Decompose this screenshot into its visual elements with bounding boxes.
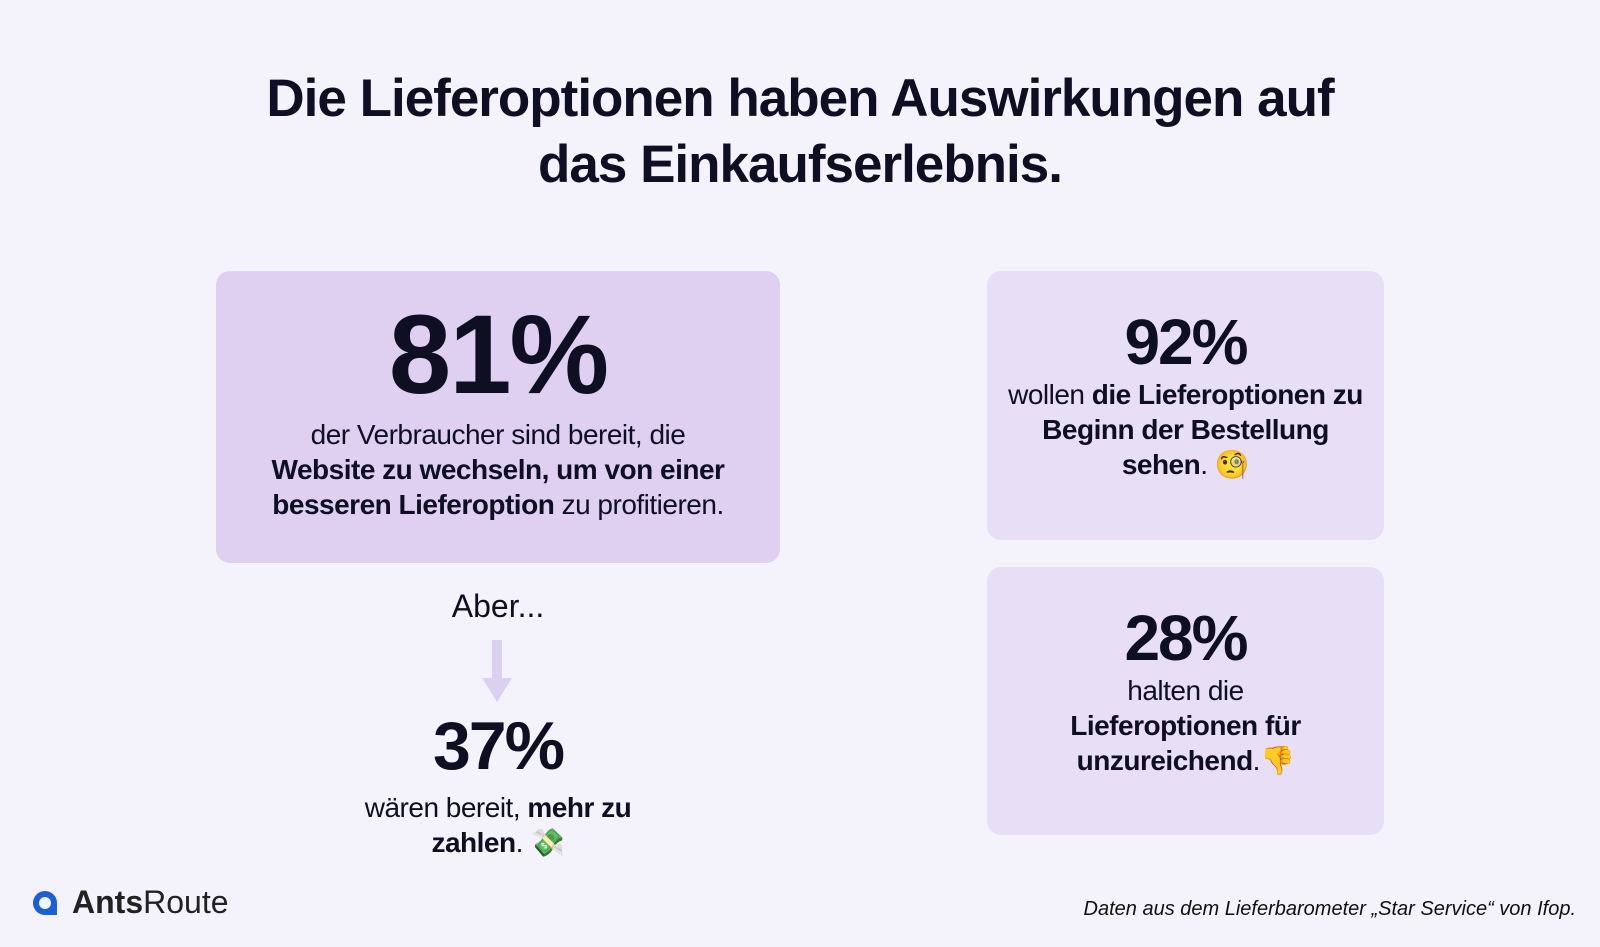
stat-value: 92% [1124,306,1248,378]
stat-value: 28% [1124,602,1248,674]
money-wings-icon: 💸 [530,827,565,858]
stat-description: halten die Lieferoptionen für unzureiche… [1070,675,1301,776]
stat-value: 81% [388,292,609,417]
source-note: Daten aus dem Lieferbarometer „Star Serv… [1083,898,1576,920]
stat-description-37: wären bereit, mehr zu zahlen. 💸 [364,792,632,858]
aber-label: Aber... [451,588,545,624]
stat-card-81: 81% der Verbraucher sind bereit, die Web… [216,271,780,563]
monocle-face-icon: 🧐 [1214,449,1250,480]
stat-card-28: 28% halten die Lieferoptionen für unzure… [987,567,1384,835]
page-title: Die Lieferoptionen haben Auswirkungen au… [266,69,1334,194]
stat-description: wollen die Lieferoptionen zu Beginn der … [1008,379,1363,480]
stat-description: der Verbraucher sind bereit, die Website… [271,419,725,520]
arrow-down-icon [482,640,512,702]
logo-icon [33,890,57,915]
thumbs-down-icon: 👎 [1259,745,1295,776]
stat-card-92: 92% wollen die Lieferoptionen zu Beginn … [987,271,1384,540]
antsroute-logo: AntsRoute [30,884,229,921]
stat-value-37: 37% [432,708,565,784]
